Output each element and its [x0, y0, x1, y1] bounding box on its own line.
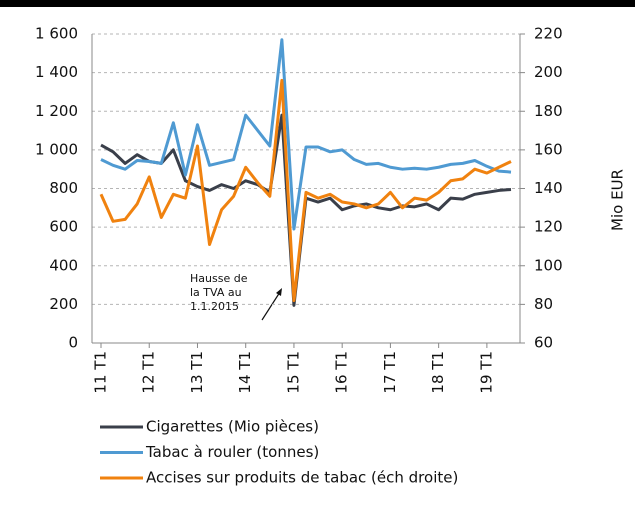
- y-tick-label: 0: [68, 334, 78, 352]
- x-tick-label: 19 T1: [477, 351, 495, 394]
- top-bar: [0, 0, 635, 7]
- annotation: 1.1.2015: [190, 300, 239, 313]
- legend-label: Tabac à rouler (tonnes): [145, 443, 319, 461]
- x-tick-label: 18 T1: [429, 351, 447, 394]
- annotation: la TVA au: [190, 286, 242, 299]
- x-tick-label: 14 T1: [236, 351, 254, 394]
- y-tick-label: 1 200: [35, 102, 78, 120]
- y2-axis-label: Mio EUR: [609, 169, 627, 231]
- legend-label: Accises sur produits de tabac (éch droit…: [146, 469, 458, 487]
- x-tick-label: 12 T1: [140, 351, 158, 394]
- y2-tick-label: 100: [534, 256, 563, 274]
- y-tick-label: 1 400: [35, 63, 78, 81]
- y2-tick-label: 180: [534, 102, 563, 120]
- annotation: Hausse de: [190, 272, 248, 285]
- x-tick-label: 16 T1: [333, 351, 351, 394]
- legend-label: Cigarettes (Mio pièces): [146, 418, 319, 436]
- series-line: [100, 38, 512, 231]
- y2-tick-label: 200: [534, 63, 563, 81]
- y2-tick-label: 120: [534, 218, 563, 236]
- y2-tick-label: 160: [534, 140, 563, 158]
- y-tick-label: 1 000: [35, 140, 78, 158]
- series-line: [100, 113, 512, 307]
- series-line: [99, 78, 512, 303]
- annotation-arrow: [261, 291, 281, 321]
- y2-tick-label: 60: [534, 334, 553, 352]
- x-tick-label: 11 T1: [92, 351, 110, 394]
- y-tick-label: 1 600: [35, 25, 78, 43]
- y2-tick-label: 140: [534, 179, 563, 197]
- x-tick-label: 13 T1: [188, 351, 206, 394]
- y-tick-label: 400: [49, 256, 78, 274]
- y2-tick-label: 220: [534, 25, 563, 43]
- y-tick-label: 800: [49, 179, 78, 197]
- x-tick-label: 15 T1: [284, 351, 302, 394]
- y2-tick-label: 80: [534, 295, 553, 313]
- x-tick-label: 17 T1: [381, 351, 399, 394]
- arrow-head: [276, 288, 282, 296]
- y-tick-label: 200: [49, 295, 78, 313]
- y-tick-label: 600: [49, 218, 78, 236]
